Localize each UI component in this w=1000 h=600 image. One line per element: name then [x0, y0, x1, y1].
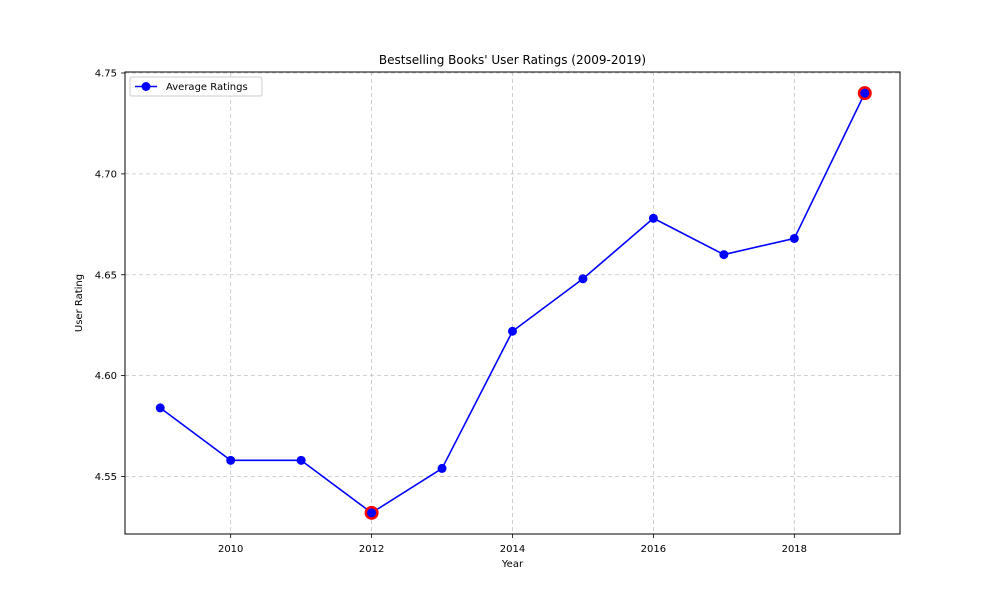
data-point — [648, 213, 658, 223]
data-point — [367, 508, 377, 518]
data-point — [719, 250, 729, 260]
y-tick-label: 4.70 — [95, 169, 117, 180]
x-tick-label: 2016 — [641, 544, 666, 555]
data-point — [860, 88, 870, 98]
y-tick-label: 4.75 — [95, 69, 117, 80]
y-tick-label: 4.65 — [95, 270, 117, 281]
data-point — [437, 463, 447, 473]
data-point — [578, 274, 588, 284]
x-axis-title: Year — [501, 559, 524, 570]
x-tick-label: 2018 — [782, 544, 807, 555]
y-axis-title: User Rating — [74, 274, 85, 332]
data-point — [296, 455, 306, 465]
legend-label: Average Ratings — [166, 82, 248, 93]
x-tick-label: 2014 — [500, 544, 525, 555]
legend: Average Ratings — [129, 76, 263, 97]
chart-title: Bestselling Books' User Ratings (2009-20… — [379, 53, 646, 67]
data-point-layer — [155, 88, 870, 518]
legend-box — [129, 76, 263, 97]
data-point — [155, 403, 165, 413]
y-tick-label: 4.60 — [95, 371, 117, 382]
grid — [125, 72, 900, 534]
data-point — [789, 233, 799, 243]
x-tick-label: 2010 — [218, 544, 243, 555]
x-tick-label: 2012 — [359, 544, 384, 555]
y-tick-label: 4.55 — [95, 472, 117, 483]
legend-marker-swatch — [141, 82, 151, 91]
data-point — [226, 455, 236, 465]
y-axis-ticks: 4.55 4.60 4.65 4.70 4.75 — [95, 69, 125, 483]
x-axis-ticks: 2010 2012 2014 2016 2018 — [218, 534, 807, 555]
data-point — [508, 326, 517, 336]
